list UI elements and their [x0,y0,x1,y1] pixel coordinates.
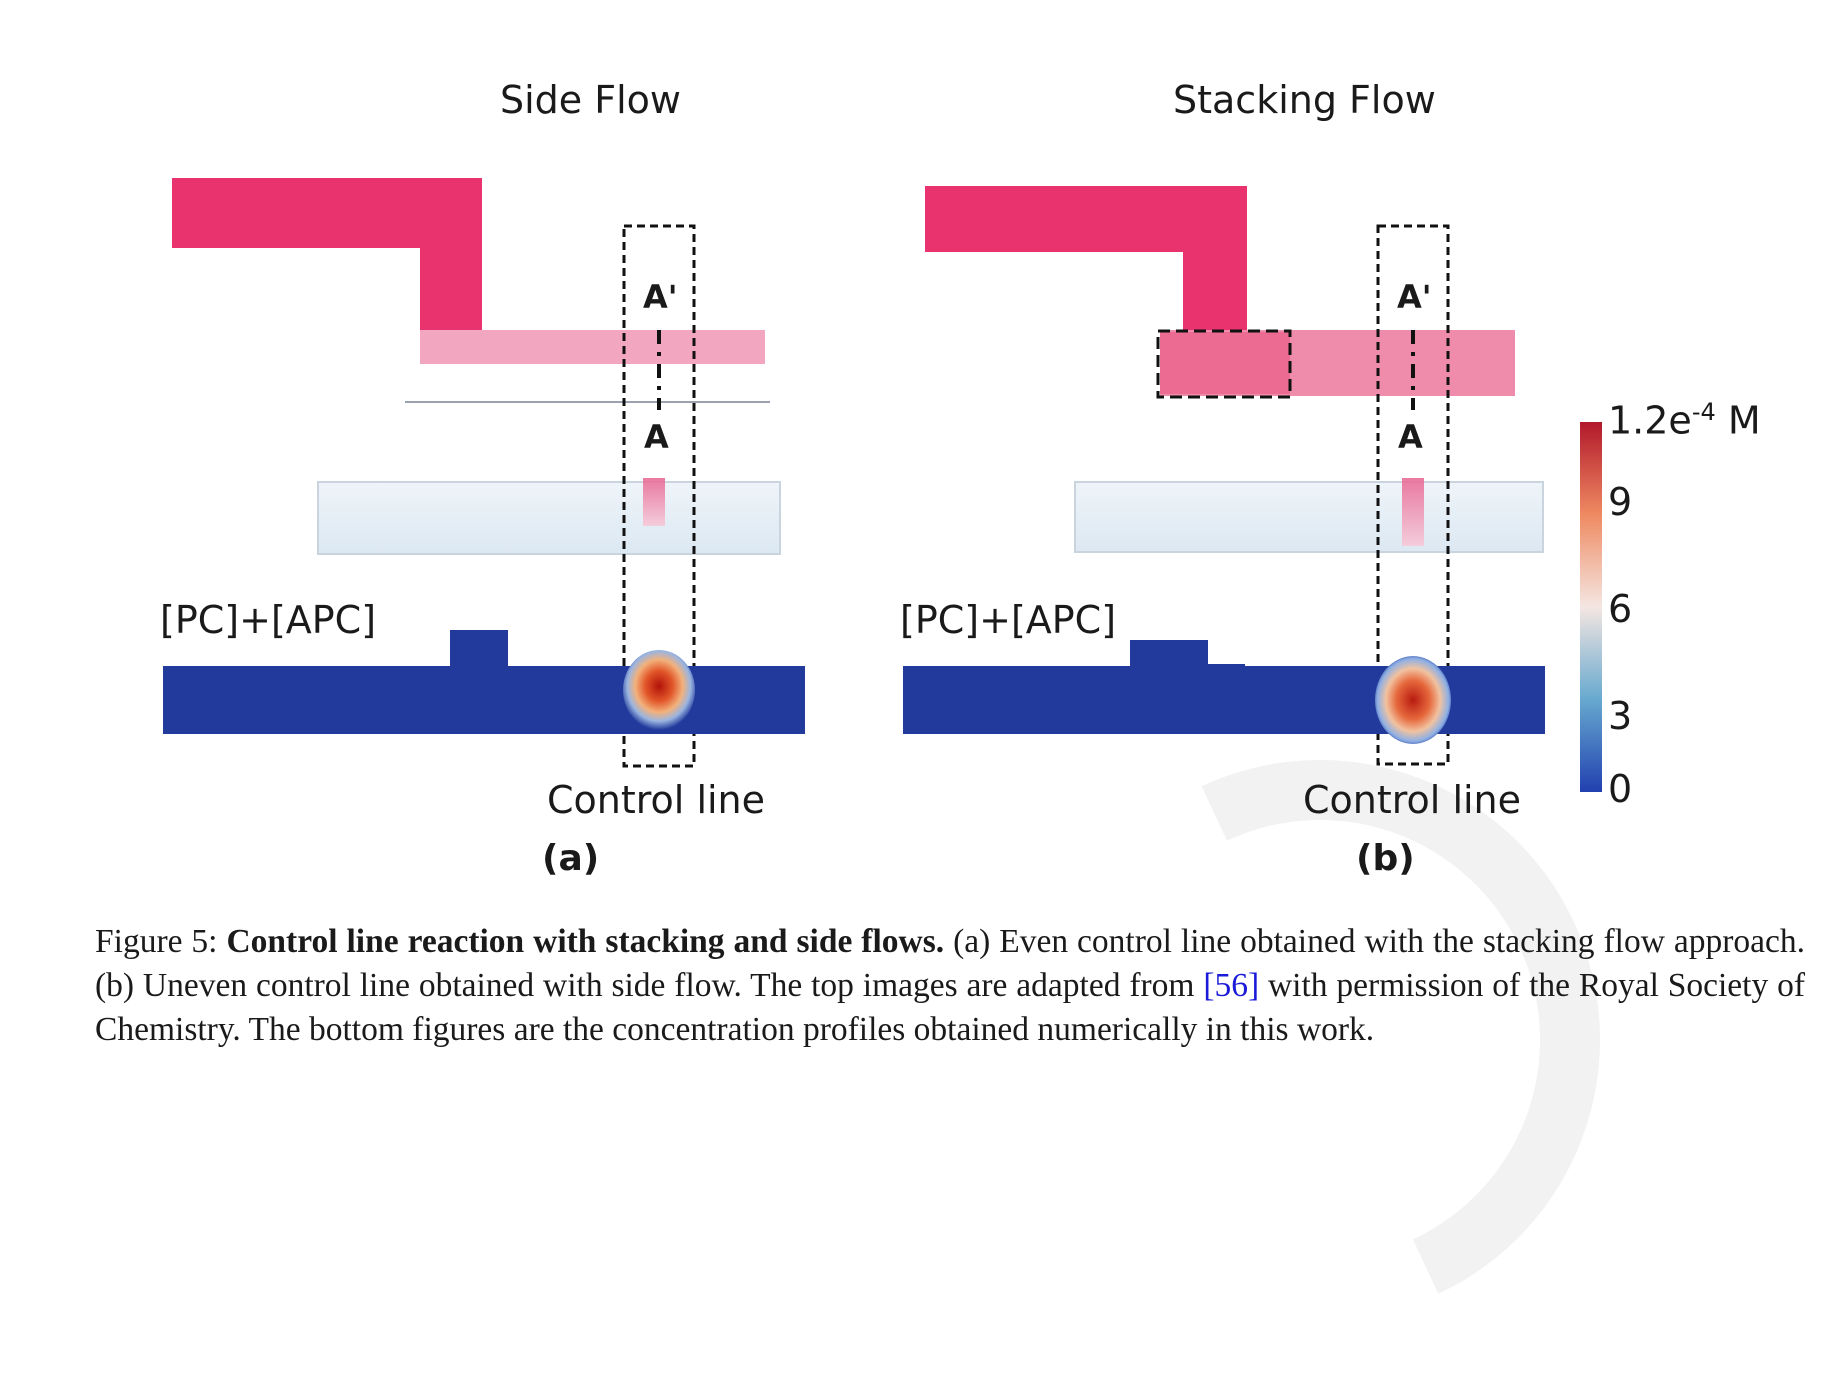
panel-a-label-top: A' [643,278,678,316]
panel-b-channel [925,186,1544,553]
colorbar-tick-9: 9 [1608,480,1633,524]
caption-prefix: Figure 5: [95,923,227,960]
figure-caption: Figure 5: Control line reaction with sta… [95,920,1805,1052]
colorbar-max-exponent: -4 [1691,398,1716,426]
caption-text-2: with permission of the Royal Society of … [95,967,1805,1048]
page: Side Flow [95,78,1805,1399]
panel-a-label-bottom: A [644,418,669,456]
colorbar-tick-0: 0 [1608,767,1633,811]
colorbar [1580,422,1602,792]
panel-b-control-label: Control line [1303,778,1522,822]
figure-graphics [163,178,1602,792]
citation-link[interactable]: [56] [1203,967,1260,1004]
colorbar-tick-3: 3 [1608,694,1633,738]
panel-b-concentration-profile [903,640,1545,744]
panel-a-species-label: [PC]+[APC] [160,598,377,642]
colorbar-tick-6: 6 [1608,587,1633,631]
panel-b-species-label: [PC]+[APC] [900,598,1117,642]
panel-a-letter: (a) [542,838,600,879]
panel-b-label-bottom: A [1398,418,1423,456]
colorbar-max-label: 1.2e-4 M [1608,398,1761,443]
panel-b-title: Stacking Flow [1173,78,1436,122]
panel-a-concentration-profile [163,630,805,734]
panel-a-channel [172,178,781,555]
panel-a-control-label: Control line [547,778,766,822]
panel-b-letter: (b) [1356,838,1415,879]
panel-b-dashed-box [1376,224,1450,766]
panel-b-inlet-dashed-box [1156,329,1292,399]
panel-b-label-top: A' [1397,278,1432,316]
caption-text-1: (a) Even control line obtained with the … [95,923,1805,1004]
panel-a-title: Side Flow [500,78,682,122]
colorbar-max-unit: M [1715,398,1761,443]
caption-bold-title: Control line reaction with stacking and … [226,923,945,960]
colorbar-max-value: 1.2e [1608,398,1692,443]
panel-a-dashed-box [622,224,696,768]
